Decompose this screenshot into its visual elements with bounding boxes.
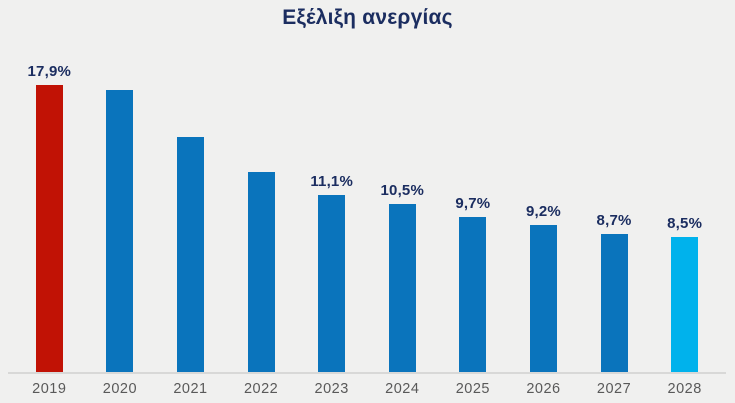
x-tick-label-2020: 2020 [102, 381, 138, 397]
plot-area: 17,9% 11,1% 10,5% 9,7% 9,2% 8,7% 8,5% [14, 42, 720, 374]
bar-2020 [106, 90, 134, 374]
x-tick-label-2021: 2021 [173, 381, 208, 397]
bar-2026 [529, 225, 557, 374]
chart-title: Εξέλιξη ανεργίας [282, 6, 453, 29]
x-tick-label-2019: 2019 [32, 381, 67, 397]
bar-2027 [600, 234, 628, 374]
bar-2019 [35, 85, 63, 374]
x-tick-label-2027: 2027 [596, 381, 632, 397]
x-axis-tick-labels: 2019 2020 2021 2022 2023 2024 2025 2026 2027 2028 [14, 381, 720, 397]
value-label-2028: 8,5% [667, 215, 703, 232]
bar-2022 [247, 172, 275, 374]
bar-2024 [388, 204, 416, 374]
x-tick-label-2022: 2022 [243, 381, 279, 397]
value-label-2023: 11,1% [310, 173, 354, 190]
bar-column-2023: 11,1% [296, 42, 367, 374]
x-tick-label-2025: 2025 [455, 381, 490, 397]
bar-column-2025: 9,7% [438, 42, 509, 374]
bar-2023 [318, 195, 346, 374]
x-tick-label-2026: 2026 [526, 381, 561, 397]
value-label-2019: 17,9% [27, 63, 72, 80]
bar-2025 [459, 217, 487, 374]
bar-column-2024: 10,5% [367, 42, 438, 374]
value-label-2026: 9,2% [525, 203, 561, 220]
bar-column-2022 [226, 42, 297, 374]
bar-column-2020 [85, 42, 156, 374]
bar-column-2027: 8,7% [579, 42, 650, 374]
value-label-2025: 9,7% [455, 195, 491, 212]
bar-column-2028: 8,5% [649, 42, 720, 374]
x-tick-label-2028: 2028 [667, 381, 702, 397]
bar-column-2019: 17,9% [14, 42, 85, 374]
x-axis-line [8, 372, 726, 374]
x-tick-label-2024: 2024 [385, 381, 420, 397]
bar-2021 [176, 137, 204, 374]
bars-row: 17,9% 11,1% 10,5% 9,7% 9,2% 8,7% 8,5% [14, 42, 720, 374]
x-tick-label-2023: 2023 [314, 381, 349, 397]
value-label-2027: 8,7% [596, 212, 632, 229]
bar-column-2021 [155, 42, 226, 374]
bar-2028 [671, 237, 699, 374]
bar-column-2026: 9,2% [508, 42, 579, 374]
value-label-2024: 10,5% [380, 182, 425, 199]
